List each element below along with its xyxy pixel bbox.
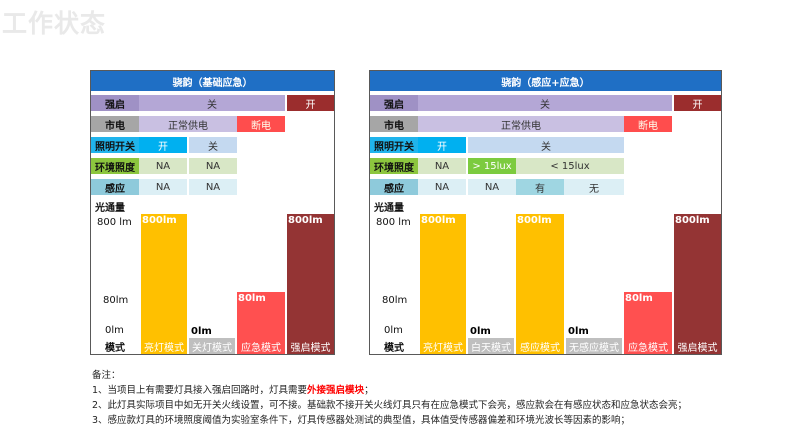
row-label-zhaoming: 照明开关: [91, 137, 139, 153]
power-cut-cell: 断电: [237, 116, 285, 132]
row-label-huanjing: 环境照度: [91, 158, 139, 174]
mode-sensor: 感应模式: [516, 338, 564, 354]
normal-power-cell: 正常供电: [139, 116, 237, 132]
bar-sensor-mode: 800lm: [516, 214, 564, 338]
panel-header: 骁韵（感应+应急）: [370, 71, 721, 91]
bar-light-mode: 800lm: [420, 214, 466, 338]
sensor-no-cell: 无: [564, 179, 624, 195]
bar-off-mode: 0lm: [191, 325, 212, 337]
mode-day: 白天模式: [468, 338, 514, 354]
bar-no-sensor-mode: 0lm: [568, 325, 589, 337]
mode-force: 强启模式: [674, 338, 721, 354]
mode-light: 亮灯模式: [141, 338, 187, 354]
row-label-zhaoming: 照明开关: [370, 137, 418, 153]
qiangqi-on-cell: 开: [674, 95, 721, 111]
bar-force-mode: 800lm: [287, 214, 334, 338]
switch-off-cell: 关: [189, 137, 237, 153]
mode-label: 模式: [384, 342, 404, 354]
bar-force-mode: 800lm: [674, 214, 721, 338]
mode-label: 模式: [105, 342, 125, 354]
mode-light: 亮灯模式: [420, 338, 466, 354]
lux-cell: NA: [139, 158, 187, 174]
bar-emergency-mode: 80lm: [237, 292, 285, 338]
y-tick-800: 800 lm: [376, 216, 411, 228]
bar-emergency-mode: 80lm: [624, 292, 672, 338]
switch-off-cell: 关: [468, 137, 624, 153]
y-tick-80: 80lm: [103, 294, 129, 306]
y-axis-title: 光通量: [95, 202, 125, 214]
mode-no-sensor: 无感应模式: [566, 338, 622, 354]
mode-off: 关灯模式: [189, 338, 235, 354]
notes: 备注： 1、当项目上有需要灯具接入强启回路时，灯具需要外接强启模块； 2、此灯具…: [92, 368, 742, 428]
mode-emergency: 应急模式: [624, 338, 672, 354]
lux-cell: NA: [189, 158, 237, 174]
sensor-yes-cell: 有: [516, 179, 564, 195]
sensor-cell: NA: [468, 179, 516, 195]
row-label-qiangqi: 强启: [91, 95, 139, 111]
switch-on-cell: 开: [139, 137, 187, 153]
sensor-cell: NA: [418, 179, 466, 195]
note-1-end: ；: [364, 385, 374, 396]
qiangqi-on-cell: 开: [287, 95, 334, 111]
lux-below-cell: < 15lux: [516, 158, 624, 174]
sensor-cell: NA: [139, 179, 187, 195]
row-label-qiangqi: 强启: [370, 95, 418, 111]
note-1-text: 1、当项目上有需要灯具接入强启回路时，灯具需要: [92, 385, 308, 396]
row-label-huanjing: 环境照度: [370, 158, 418, 174]
note-1: 1、当项目上有需要灯具接入强启回路时，灯具需要外接强启模块；: [92, 383, 742, 398]
panel-header: 骁韵（基础应急）: [91, 71, 334, 91]
notes-heading: 备注：: [92, 370, 121, 381]
power-cut-cell: 断电: [624, 116, 672, 132]
y-tick-0: 0lm: [384, 324, 403, 336]
y-tick-800: 800 lm: [97, 216, 132, 228]
sensor-cell: NA: [189, 179, 237, 195]
row-label-ganying: 感应: [91, 179, 139, 195]
lux-above-cell: > 15lux: [468, 158, 516, 174]
qiangqi-off-cell: 关: [418, 95, 672, 111]
y-tick-80: 80lm: [382, 294, 408, 306]
lux-cell: NA: [418, 158, 466, 174]
panel-basic-emergency: 骁韵（基础应急） 强启 关 开 市电 正常供电 断电 照明开关 开 关 环境照度…: [90, 70, 335, 355]
mode-force: 强启模式: [287, 338, 334, 354]
y-tick-0: 0lm: [105, 324, 124, 336]
normal-power-cell: 正常供电: [418, 116, 624, 132]
y-axis-title: 光通量: [374, 202, 404, 214]
mode-emergency: 应急模式: [237, 338, 285, 354]
row-label-ganying: 感应: [370, 179, 418, 195]
note-2: 2、此灯具实际项目中如无开关火线设置，可不接。基础款不接开关火线灯具只有在应急模…: [92, 400, 688, 411]
page-title: 工作状态: [2, 9, 107, 38]
bar-day-mode: 0lm: [470, 325, 491, 337]
switch-on-cell: 开: [418, 137, 466, 153]
qiangqi-off-cell: 关: [139, 95, 285, 111]
bar-light-mode: 800lm: [141, 214, 187, 338]
note-1-highlight: 外接强启模块: [307, 385, 365, 396]
row-label-shidian: 市电: [370, 116, 418, 132]
panel-sensor-emergency: 骁韵（感应+应急） 强启 关 开 市电 正常供电 断电 照明开关 开 关 环境照…: [369, 70, 722, 355]
row-label-shidian: 市电: [91, 116, 139, 132]
note-3: 3、感应款灯具的环境照度阈值为实验室条件下，灯具传感器处测试的典型值，具体值受传…: [92, 415, 631, 426]
